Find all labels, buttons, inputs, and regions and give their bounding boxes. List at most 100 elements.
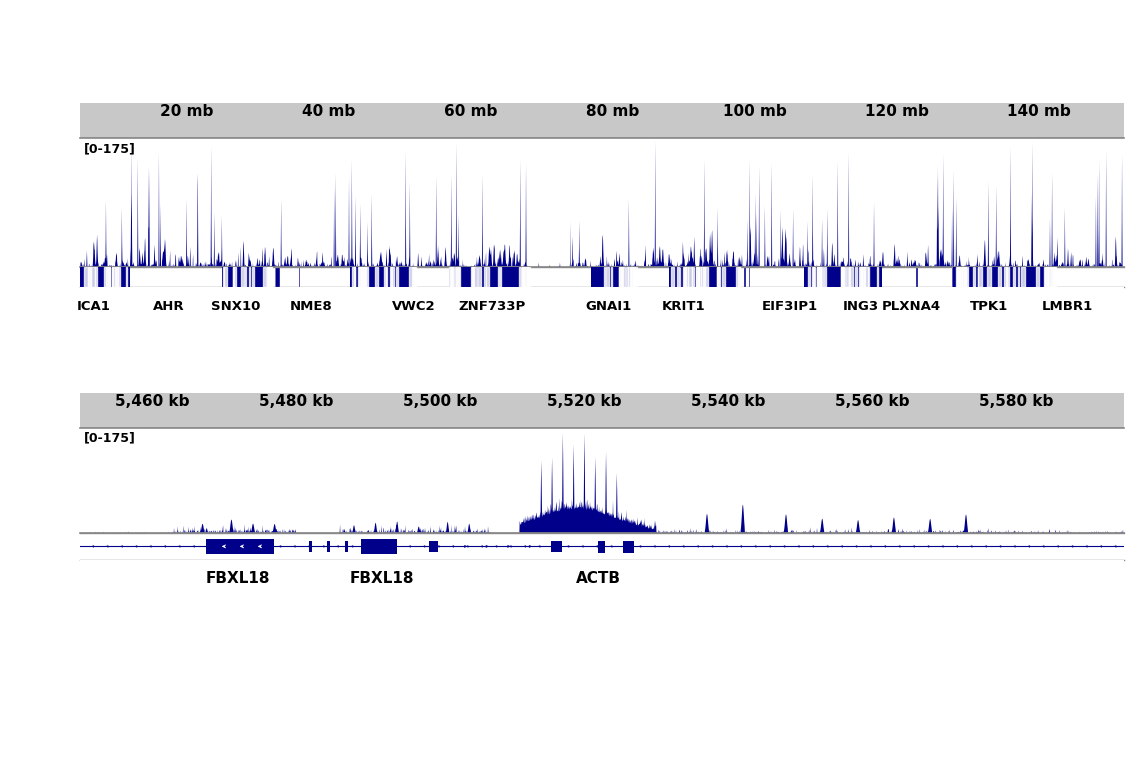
Bar bbox=[640, 267, 641, 287]
Bar bbox=[906, 267, 914, 287]
Text: SNX10: SNX10 bbox=[211, 300, 261, 313]
Bar bbox=[202, 267, 219, 287]
Bar bbox=[864, 267, 877, 287]
Bar bbox=[866, 267, 882, 287]
Bar bbox=[492, 267, 497, 287]
Bar bbox=[455, 267, 460, 287]
Bar bbox=[671, 267, 682, 287]
Bar bbox=[459, 267, 460, 287]
Bar bbox=[760, 267, 764, 287]
Bar bbox=[325, 267, 339, 287]
Bar bbox=[588, 267, 599, 287]
Text: NME8: NME8 bbox=[290, 300, 332, 313]
Bar bbox=[229, 267, 245, 287]
Bar bbox=[667, 267, 683, 287]
Bar bbox=[860, 267, 863, 287]
Text: 60 mb: 60 mb bbox=[444, 104, 497, 119]
Bar bbox=[205, 539, 274, 554]
Bar bbox=[977, 267, 993, 287]
Bar bbox=[463, 267, 469, 287]
Bar bbox=[388, 267, 393, 287]
Bar bbox=[901, 267, 911, 287]
Bar bbox=[212, 267, 216, 287]
Bar bbox=[841, 267, 843, 287]
Bar bbox=[267, 267, 274, 287]
Bar bbox=[941, 267, 952, 287]
Bar bbox=[841, 267, 845, 287]
Bar bbox=[654, 267, 659, 287]
Text: PLXNA4: PLXNA4 bbox=[881, 300, 940, 313]
Bar bbox=[1103, 267, 1110, 287]
Bar bbox=[389, 267, 399, 287]
Bar bbox=[810, 267, 812, 287]
Bar bbox=[310, 267, 326, 287]
Bar bbox=[718, 267, 728, 287]
Bar bbox=[350, 267, 414, 287]
Bar bbox=[1015, 267, 1029, 287]
Bar bbox=[330, 267, 342, 287]
Bar bbox=[885, 267, 903, 287]
Bar bbox=[620, 267, 623, 287]
Bar bbox=[358, 267, 373, 287]
Bar bbox=[361, 539, 397, 554]
Bar bbox=[451, 267, 452, 287]
Bar bbox=[1065, 267, 1068, 287]
Text: 140 mb: 140 mb bbox=[1006, 104, 1070, 119]
Bar bbox=[351, 267, 354, 287]
Bar bbox=[842, 267, 844, 287]
Bar bbox=[696, 267, 699, 287]
Bar bbox=[751, 267, 758, 287]
Bar bbox=[236, 267, 248, 287]
Bar bbox=[149, 267, 161, 287]
Bar bbox=[88, 267, 90, 287]
Bar bbox=[163, 267, 164, 287]
Bar bbox=[1093, 267, 1099, 287]
Bar bbox=[689, 267, 697, 287]
Bar bbox=[685, 267, 694, 287]
Bar bbox=[123, 267, 136, 287]
Bar bbox=[523, 267, 524, 287]
Bar bbox=[218, 267, 229, 287]
Bar bbox=[733, 267, 743, 287]
Bar bbox=[696, 267, 698, 287]
Bar bbox=[505, 267, 520, 287]
Text: 5,540 kb: 5,540 kb bbox=[690, 393, 766, 409]
Bar bbox=[693, 267, 694, 287]
Bar bbox=[956, 267, 960, 287]
Bar bbox=[523, 267, 525, 287]
Bar bbox=[678, 267, 682, 287]
Bar bbox=[556, 267, 560, 287]
Bar bbox=[406, 267, 411, 287]
Bar bbox=[354, 267, 355, 287]
Bar bbox=[460, 267, 472, 287]
Bar bbox=[337, 267, 338, 287]
Bar bbox=[437, 267, 450, 287]
Bar bbox=[629, 267, 633, 287]
Text: [0-175]: [0-175] bbox=[84, 431, 136, 444]
Bar bbox=[920, 267, 922, 287]
Text: 40 mb: 40 mb bbox=[302, 104, 355, 119]
Bar bbox=[702, 267, 704, 287]
Bar bbox=[711, 267, 719, 287]
Bar bbox=[424, 267, 437, 287]
Bar bbox=[534, 267, 545, 287]
Bar bbox=[929, 267, 932, 287]
Bar bbox=[222, 267, 230, 287]
Bar bbox=[763, 267, 770, 287]
Bar bbox=[1052, 267, 1055, 287]
Bar bbox=[306, 267, 317, 287]
Bar bbox=[932, 267, 948, 287]
Bar bbox=[450, 267, 464, 287]
Bar bbox=[858, 267, 865, 287]
Bar bbox=[413, 267, 426, 287]
Bar bbox=[521, 267, 523, 287]
Bar bbox=[339, 267, 342, 287]
Bar bbox=[429, 541, 438, 551]
Bar bbox=[814, 267, 822, 287]
Bar bbox=[1025, 267, 1031, 287]
Bar bbox=[108, 267, 120, 287]
Bar bbox=[650, 267, 654, 287]
Bar bbox=[232, 267, 235, 287]
Bar bbox=[686, 267, 694, 287]
Bar bbox=[432, 267, 435, 287]
